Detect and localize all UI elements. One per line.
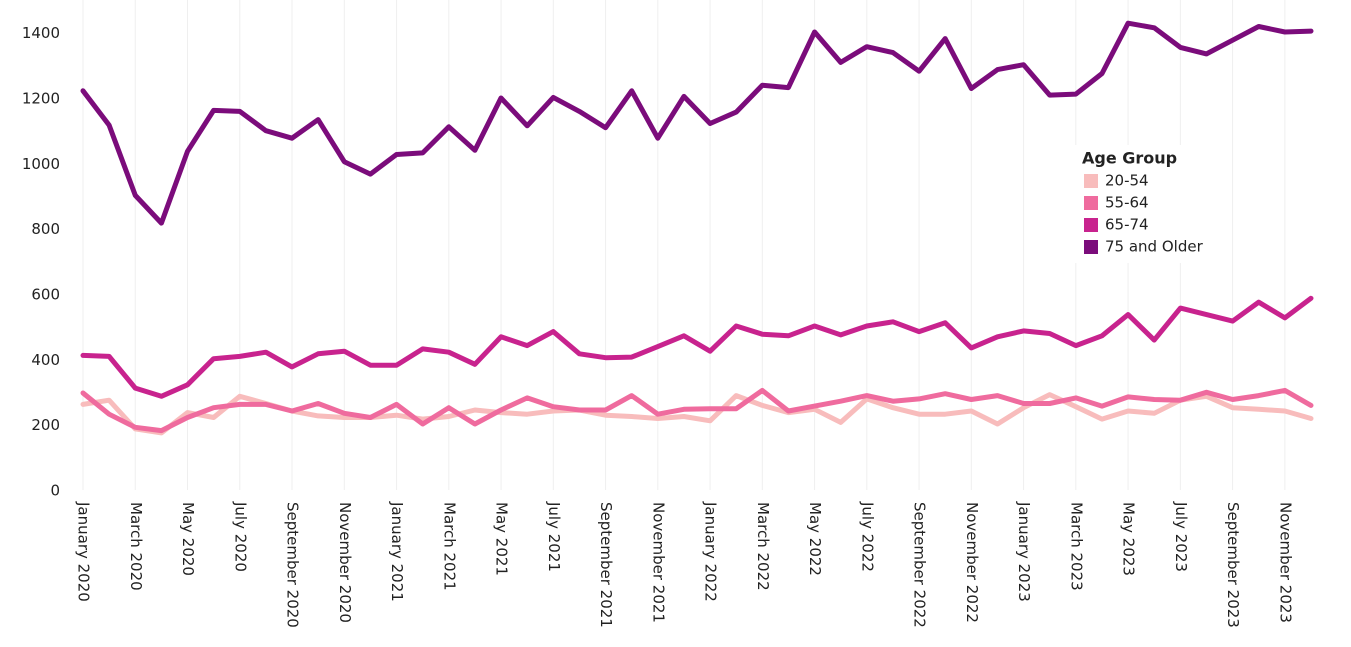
x-tick-label: November 2021 (649, 502, 667, 623)
legend-swatch (1084, 196, 1098, 210)
x-tick-label: November 2022 (963, 502, 981, 623)
x-tick-label: March 2022 (754, 502, 772, 591)
x-tick-label: March 2020 (127, 502, 145, 591)
x-tick-label: January 2021 (388, 501, 406, 602)
y-tick-label: 1000 (22, 155, 60, 173)
x-tick-label: May 2022 (806, 502, 824, 576)
x-tick-label: November 2020 (336, 502, 354, 623)
y-tick-label: 800 (31, 220, 60, 238)
x-tick-label: July 2022 (858, 501, 876, 572)
y-tick-label: 600 (31, 286, 60, 304)
x-tick-label: November 2023 (1276, 502, 1294, 623)
axes: 0 200 400 600 800 1000 1200 1400 January 2020 Mar… (22, 24, 1295, 628)
x-tick-label: July 2023 (1172, 501, 1190, 572)
x-tick-label: May 2021 (493, 502, 511, 576)
x-tick-label: January 2020 (75, 501, 93, 602)
x-tick-label: January 2022 (702, 501, 720, 602)
x-tick-label: March 2023 (1067, 502, 1085, 591)
y-tick-label: 200 (31, 416, 60, 434)
x-tick-label: May 2020 (179, 502, 197, 576)
x-tick-label: September 2022 (911, 502, 929, 628)
legend-title: Age Group (1082, 149, 1177, 168)
legend-swatch (1084, 240, 1098, 254)
legend-swatch (1084, 174, 1098, 188)
x-tick-label: January 2023 (1015, 501, 1033, 602)
series-line (80, 20, 1314, 226)
x-tick-label: September 2020 (284, 502, 302, 628)
legend-label: 20-54 (1105, 172, 1149, 190)
legend-label: 75 and Older (1105, 238, 1204, 256)
legend: Age Group 20-54 55-64 65-74 75 and Older (1072, 145, 1224, 263)
series-line (80, 392, 1314, 436)
series-line (80, 295, 1314, 399)
legend-label: 65-74 (1105, 216, 1149, 234)
y-tick-label: 1200 (22, 90, 60, 108)
legend-swatch (1084, 218, 1098, 232)
y-tick-label: 0 (50, 482, 60, 500)
x-tick-label: September 2021 (597, 502, 615, 628)
y-tick-label: 400 (31, 351, 60, 369)
x-tick-label: September 2023 (1224, 502, 1242, 628)
y-tick-label: 1400 (22, 24, 60, 42)
x-tick-label: March 2021 (440, 502, 458, 591)
x-tick-label: July 2021 (545, 501, 563, 572)
x-tick-label: May 2023 (1120, 502, 1138, 576)
legend-label: 55-64 (1105, 194, 1149, 212)
x-tick-label: July 2020 (231, 501, 249, 572)
lines (80, 20, 1314, 436)
series-line (80, 387, 1314, 434)
